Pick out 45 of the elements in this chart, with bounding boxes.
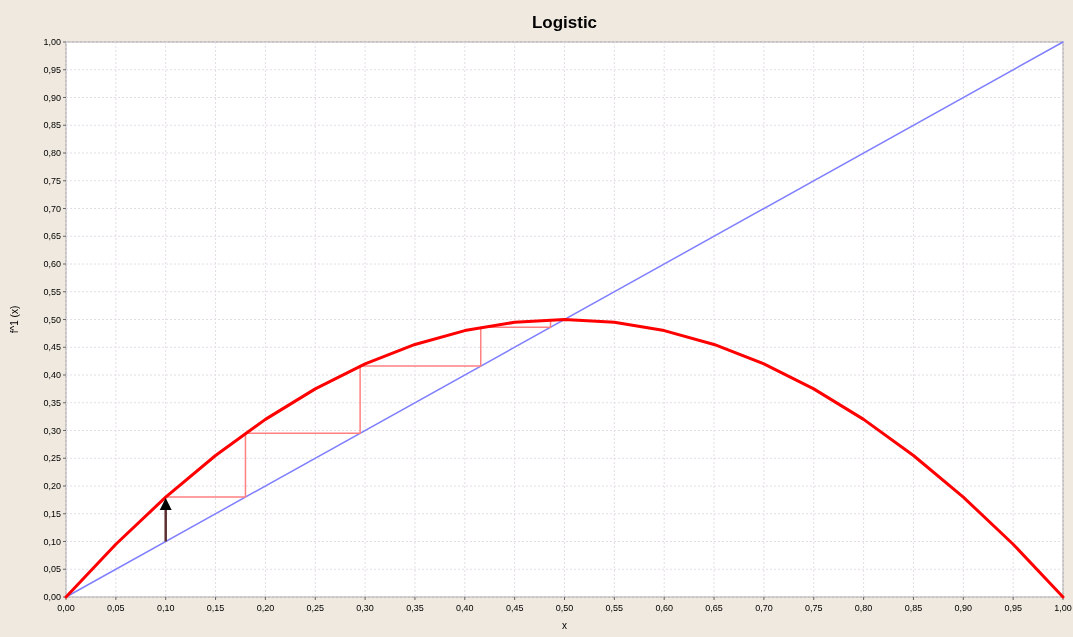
y-tick-label: 0,80 (43, 148, 61, 158)
y-tick-label: 0,25 (43, 453, 61, 464)
x-tick-label: 0,70 (755, 603, 773, 613)
x-tick-label: 0,10 (156, 603, 175, 613)
y-tick-label: 0,85 (43, 120, 61, 131)
x-tick-label: 0,50 (555, 603, 574, 613)
x-axis-title: x (562, 620, 567, 631)
x-tick-label: 0,00 (57, 603, 75, 613)
y-tick-label: 0,50 (43, 314, 61, 325)
y-tick-label: 0,05 (43, 564, 61, 575)
x-tick-label: 0,55 (605, 603, 624, 613)
chart-title: Logistic (531, 13, 598, 32)
x-tick-label: 1,00 (1054, 603, 1072, 613)
y-tick-label: 0,75 (43, 175, 61, 186)
y-tick-label: 0,55 (43, 286, 61, 297)
y-tick-label: 0,95 (43, 64, 61, 75)
y-tick-label: 0,00 (43, 592, 61, 602)
y-tick-label: 0,45 (43, 342, 61, 353)
x-tick-label: 0,45 (505, 603, 524, 613)
x-tick-label: 0,65 (705, 603, 723, 613)
y-tick-label: 0,90 (43, 92, 61, 103)
x-tick-label: 0,75 (804, 603, 823, 613)
y-tick-label: 0,20 (43, 481, 61, 491)
y-tick-label: 0,60 (43, 259, 61, 269)
y-axis-title: f^1 (x) (9, 305, 20, 334)
y-tick-label: 0,40 (43, 370, 61, 380)
y-tick-label: 0,70 (43, 203, 61, 214)
x-tick-label: 0,60 (655, 603, 673, 613)
x-tick-label: 0,05 (107, 603, 125, 613)
x-tick-label: 0,15 (206, 603, 225, 613)
x-tick-label: 0,20 (256, 603, 275, 613)
y-tick-label: 0,15 (43, 508, 61, 519)
x-tick-label: 0,80 (854, 603, 873, 613)
x-tick-label: 0,95 (1004, 603, 1022, 613)
x-tick-label: 0,30 (356, 603, 374, 613)
x-tick-label: 0,25 (306, 603, 325, 613)
y-tick-label: 1,00 (43, 37, 61, 47)
x-tick-label: 0,35 (406, 603, 424, 613)
y-tick-label: 0,10 (43, 536, 61, 547)
x-tick-label: 0,40 (456, 603, 474, 613)
x-tick-label: 0,85 (904, 603, 923, 613)
x-tick-label: 0,90 (954, 603, 973, 613)
y-tick-label: 0,65 (43, 231, 61, 242)
y-tick-label: 0,35 (43, 397, 61, 408)
y-tick-label: 0,30 (43, 425, 61, 436)
